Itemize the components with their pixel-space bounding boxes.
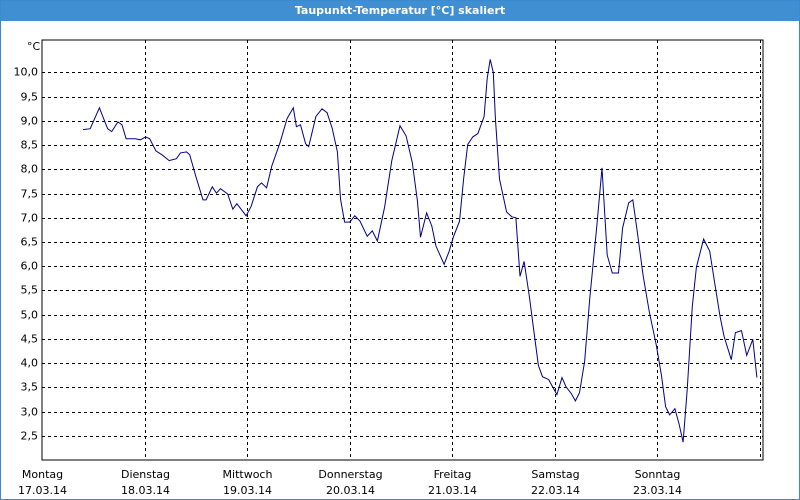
- x-tick-label: 22.03.14: [531, 484, 580, 497]
- x-tick-label: Freitag: [434, 468, 472, 481]
- plot-frame: [41, 39, 764, 461]
- y-tick-label: 10,0: [14, 66, 39, 79]
- y-tick-label: 4,0: [21, 357, 39, 370]
- x-tick-label: Montag: [22, 468, 63, 481]
- y-tick-label: 5,5: [21, 284, 39, 297]
- x-tick-label: Dienstag: [121, 468, 170, 481]
- y-tick-label: 8,5: [21, 139, 39, 152]
- y-tick-label: 9,5: [21, 91, 39, 104]
- data-line: [82, 59, 758, 443]
- y-tick-label: 9,0: [21, 115, 39, 128]
- x-tick-label: 20.03.14: [326, 484, 375, 497]
- x-tick-label: 17.03.14: [18, 484, 67, 497]
- y-tick-label: 7,5: [21, 188, 39, 201]
- y-tick-label: 5,0: [21, 309, 39, 322]
- y-tick-label: 2,5: [21, 430, 39, 443]
- y-unit: °C: [27, 40, 41, 53]
- x-tick-label: 19.03.14: [223, 484, 272, 497]
- x-tick-label: Sonntag: [635, 468, 681, 481]
- x-tick-label: Donnerstag: [318, 468, 382, 481]
- y-tick-label: 3,5: [21, 381, 39, 394]
- y-tick-label: 7,0: [21, 212, 39, 225]
- x-tick-label: 18.03.14: [121, 484, 170, 497]
- title-bar: Taupunkt-Temperatur [°C] skaliert: [1, 1, 799, 21]
- chart: °C 2,5 3,0 3,5 4,0 4,5 5,0 5,5 6,0 6,5 7,0 7,5 8,0 8…: [14, 39, 764, 497]
- x-tick-label: Samstag: [531, 468, 579, 481]
- x-tick-label: 23.03.14: [633, 484, 682, 497]
- y-tick-label: 6,5: [21, 236, 39, 249]
- y-tick-label: 4,5: [21, 333, 39, 346]
- y-tick-label: 3,0: [21, 406, 39, 419]
- y-tick-label: 8,0: [21, 163, 39, 176]
- x-tick-label: 21.03.14: [428, 484, 477, 497]
- y-tick-label: 6,0: [21, 260, 39, 273]
- x-tick-label: Mittwoch: [223, 468, 273, 481]
